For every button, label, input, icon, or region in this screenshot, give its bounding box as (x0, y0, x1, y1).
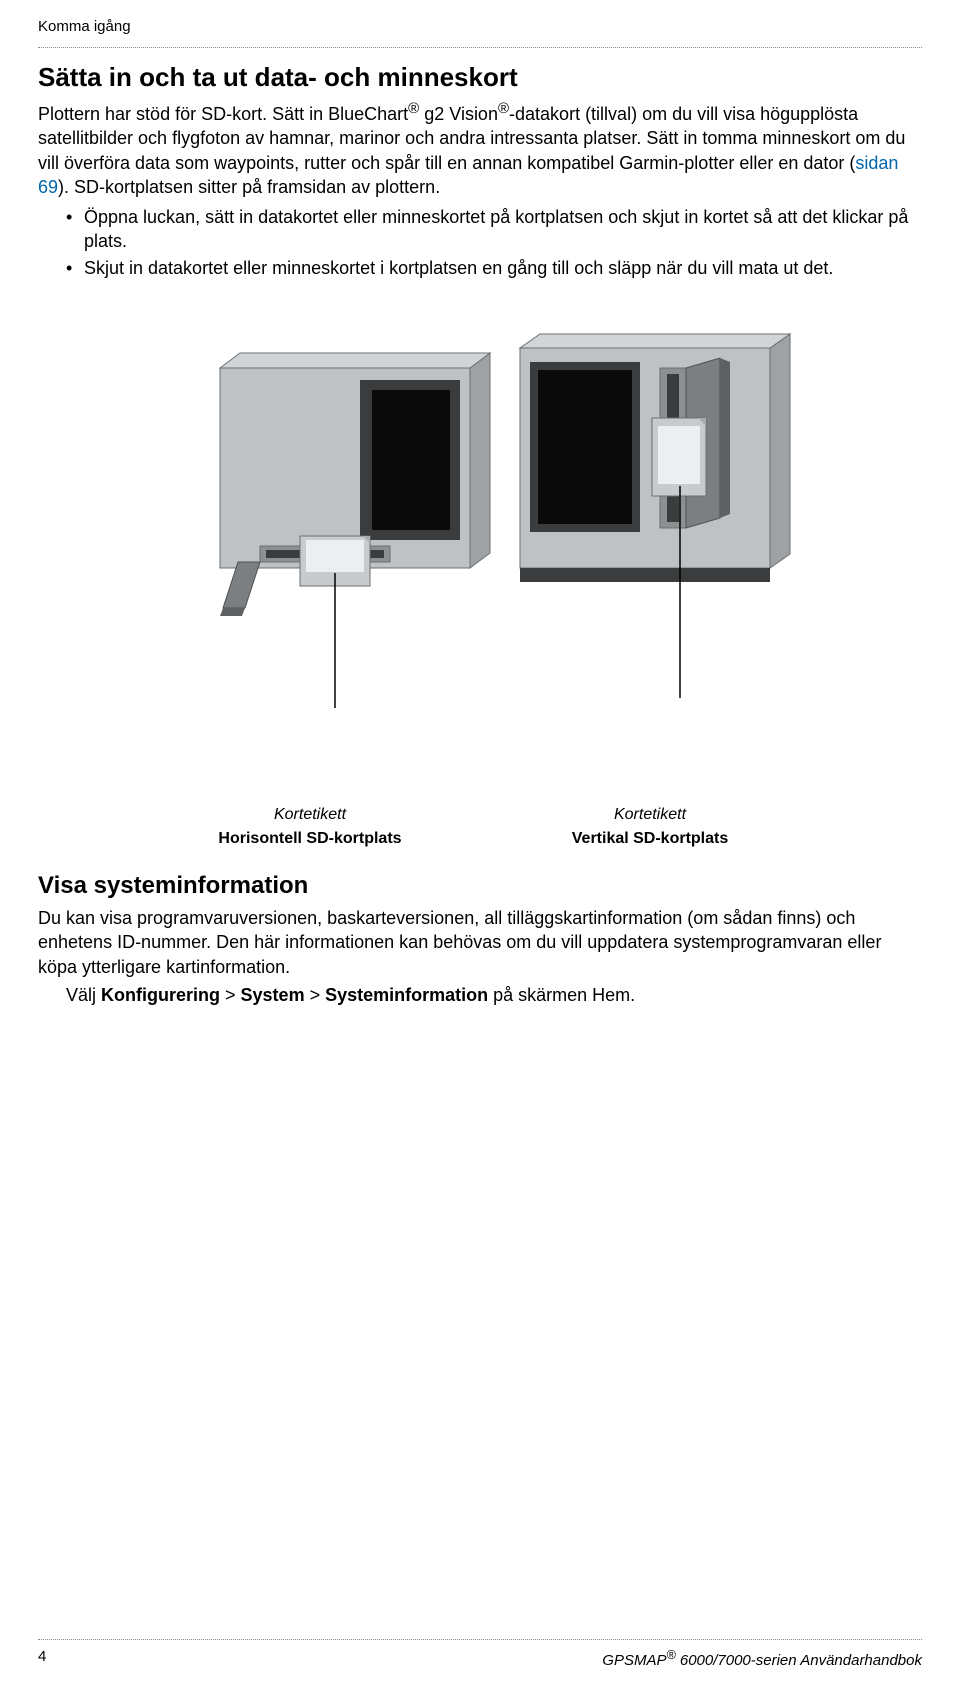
step-a: Välj (66, 985, 101, 1005)
section2-title: Visa systeminformation (38, 872, 922, 900)
bullet-1-text: Öppna luckan, sätt in datakortet eller m… (84, 205, 922, 254)
footer-reg: ® (666, 1648, 675, 1662)
left-device (220, 353, 490, 708)
header-rule (38, 47, 922, 48)
bullet-list: • Öppna luckan, sätt in datakortet eller… (66, 205, 922, 280)
reg1: ® (408, 100, 419, 117)
diagram-captions: Kortetikett Horisontell SD-kortplats Kor… (38, 806, 922, 848)
section2-step: Välj Konfigurering > System > Systeminfo… (66, 983, 922, 1007)
sd-slot-diagram (160, 308, 800, 788)
left-caption-label: Kortetikett (185, 806, 435, 824)
section1-paragraph: Plottern har stöd för SD-kort. Sätt in B… (38, 99, 922, 199)
footer-right: GPSMAP® 6000/7000-serien Användarhandbok (602, 1648, 922, 1669)
footer-page: 4 (38, 1648, 46, 1669)
reg2: ® (498, 100, 509, 117)
footer-right-b: 6000/7000-serien Användarhandbok (676, 1652, 922, 1669)
bullet-2: • Skjut in datakortet eller minneskortet… (66, 256, 922, 280)
step-gt2: > (305, 985, 326, 1005)
right-caption-title: Vertikal SD-kortplats (525, 830, 775, 848)
step-c: System (241, 985, 305, 1005)
step-d: Systeminformation (325, 985, 488, 1005)
left-caption: Kortetikett Horisontell SD-kortplats (185, 806, 435, 848)
footer-right-a: GPSMAP (602, 1652, 666, 1669)
footer: 4 GPSMAP® 6000/7000-serien Användarhandb… (38, 1639, 922, 1669)
header-label: Komma igång (38, 18, 922, 35)
p1-text-b: g2 Vision (419, 104, 498, 124)
section1-title: Sätta in och ta ut data- och minneskort (38, 62, 922, 93)
step-e: på skärmen Hem. (488, 985, 635, 1005)
diagram-container (38, 308, 922, 788)
bullet-1: • Öppna luckan, sätt in datakortet eller… (66, 205, 922, 254)
p1-text-d: ). SD-kortplatsen sitter på framsidan av… (58, 177, 440, 197)
bullet-dot: • (66, 205, 84, 254)
p1-text-a: Plottern har stöd för SD-kort. Sätt in B… (38, 104, 408, 124)
section2-paragraph: Du kan visa programvaruversionen, baskar… (38, 906, 922, 979)
step-gt1: > (220, 985, 241, 1005)
right-caption-label: Kortetikett (525, 806, 775, 824)
right-device (520, 334, 790, 698)
bullet-dot: • (66, 256, 84, 280)
step-b: Konfigurering (101, 985, 220, 1005)
left-caption-title: Horisontell SD-kortplats (185, 830, 435, 848)
bullet-2-text: Skjut in datakortet eller minneskortet i… (84, 256, 833, 280)
right-caption: Kortetikett Vertikal SD-kortplats (525, 806, 775, 848)
